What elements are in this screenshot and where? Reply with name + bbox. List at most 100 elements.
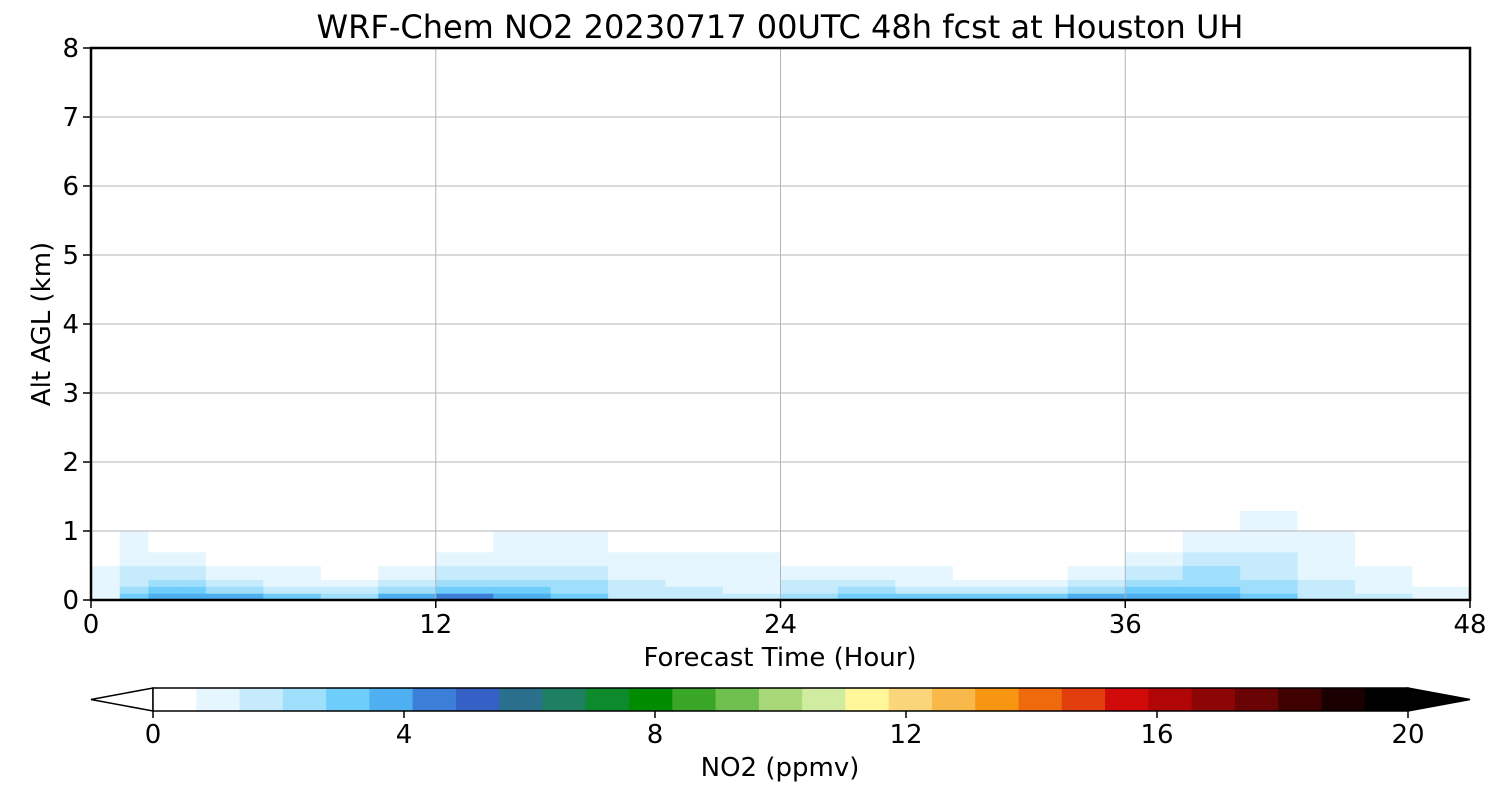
colorbar-swatch xyxy=(282,688,327,711)
field-cell xyxy=(1125,551,1184,567)
field-cell xyxy=(1412,324,1471,360)
field-cell xyxy=(723,427,782,463)
field-cell xyxy=(1412,117,1471,187)
field-cell xyxy=(665,565,724,580)
field-cell xyxy=(1125,358,1184,394)
field-cell xyxy=(1182,393,1241,429)
field-cell xyxy=(550,510,609,532)
field-cell xyxy=(780,289,839,325)
field-cell xyxy=(1182,489,1241,511)
field-cell xyxy=(550,358,609,394)
field-cell xyxy=(119,579,150,587)
field-cell xyxy=(1067,117,1126,187)
field-cell xyxy=(1240,565,1299,580)
field-cell xyxy=(665,510,724,532)
y-tick-label: 3 xyxy=(62,379,79,409)
field-cell xyxy=(1297,358,1356,394)
field-cell xyxy=(665,579,724,587)
field-cell xyxy=(177,551,207,567)
field-cell xyxy=(1297,551,1356,567)
colorbar-swatch xyxy=(1148,688,1193,711)
field-cell xyxy=(1067,510,1126,532)
field-cell xyxy=(91,531,121,553)
field-cell xyxy=(1240,593,1299,601)
field-cell xyxy=(1010,358,1069,394)
field-cell xyxy=(177,593,207,601)
field-cell xyxy=(148,393,178,429)
field-cell xyxy=(119,48,150,118)
x-axis-label: Forecast Time (Hour) xyxy=(643,643,916,673)
field-cell xyxy=(205,531,264,553)
field-cell xyxy=(952,462,1011,491)
field-cell xyxy=(895,593,954,601)
field-cell xyxy=(378,579,437,587)
field-cell xyxy=(1125,393,1184,429)
field-cell xyxy=(1010,48,1069,118)
field-cell xyxy=(177,393,207,429)
field-cell xyxy=(493,586,552,594)
field-cell xyxy=(1297,462,1356,491)
field-cell xyxy=(1067,579,1126,587)
field-cell xyxy=(1125,579,1184,587)
field-cell xyxy=(435,117,494,187)
field-cell xyxy=(91,393,121,429)
field-cell xyxy=(1240,289,1299,325)
field-cell xyxy=(665,586,724,594)
field-cell xyxy=(608,117,667,187)
field-cell xyxy=(608,324,667,360)
field-cell xyxy=(665,358,724,394)
field-cell xyxy=(263,289,322,325)
field-cell xyxy=(493,531,552,553)
field-cell xyxy=(91,289,121,325)
field-cell xyxy=(780,531,839,553)
field-cell xyxy=(1355,510,1414,532)
field-cell xyxy=(665,289,724,325)
field-cell xyxy=(1240,186,1299,256)
field-cell xyxy=(1125,48,1184,118)
field-cell xyxy=(148,531,178,553)
field-cell xyxy=(1297,427,1356,463)
field-cell xyxy=(493,289,552,325)
field-cell xyxy=(1010,289,1069,325)
field-cell xyxy=(665,117,724,187)
field-cell xyxy=(1010,565,1069,580)
field-cell xyxy=(952,593,1011,601)
field-cell xyxy=(378,186,437,256)
field-cell xyxy=(1240,393,1299,429)
field-cell xyxy=(780,117,839,187)
field-cell xyxy=(493,186,552,256)
field-cell xyxy=(91,579,121,587)
field-cell xyxy=(1010,117,1069,187)
field-cell xyxy=(1182,551,1241,567)
field-cell xyxy=(1240,117,1299,187)
field-cell xyxy=(119,462,150,491)
field-cell xyxy=(1412,358,1471,394)
field-cell xyxy=(1240,427,1299,463)
colorbar-swatch xyxy=(1061,688,1106,711)
field-cell xyxy=(119,358,150,394)
field-cell xyxy=(895,289,954,325)
field-cell xyxy=(1010,593,1069,601)
field-cell xyxy=(378,358,437,394)
field-cell xyxy=(1010,586,1069,594)
field-cell xyxy=(1067,586,1126,594)
field-cell xyxy=(1125,255,1184,291)
field-cell xyxy=(119,586,150,594)
field-cell xyxy=(493,565,552,580)
y-tick-label: 5 xyxy=(62,241,79,271)
field-cell xyxy=(320,324,379,360)
field-cell xyxy=(1067,48,1126,118)
field-cell xyxy=(952,565,1011,580)
field-cell xyxy=(1412,510,1471,532)
field-cell xyxy=(177,427,207,463)
field-cell xyxy=(1412,393,1471,429)
field-cell xyxy=(1412,593,1471,601)
field-cell xyxy=(608,489,667,511)
field-cell xyxy=(119,117,150,187)
field-cell xyxy=(1240,462,1299,491)
field-cell xyxy=(148,324,178,360)
field-cell xyxy=(608,255,667,291)
field-cell xyxy=(320,593,379,601)
field-cell xyxy=(665,551,724,567)
field-cell xyxy=(665,255,724,291)
